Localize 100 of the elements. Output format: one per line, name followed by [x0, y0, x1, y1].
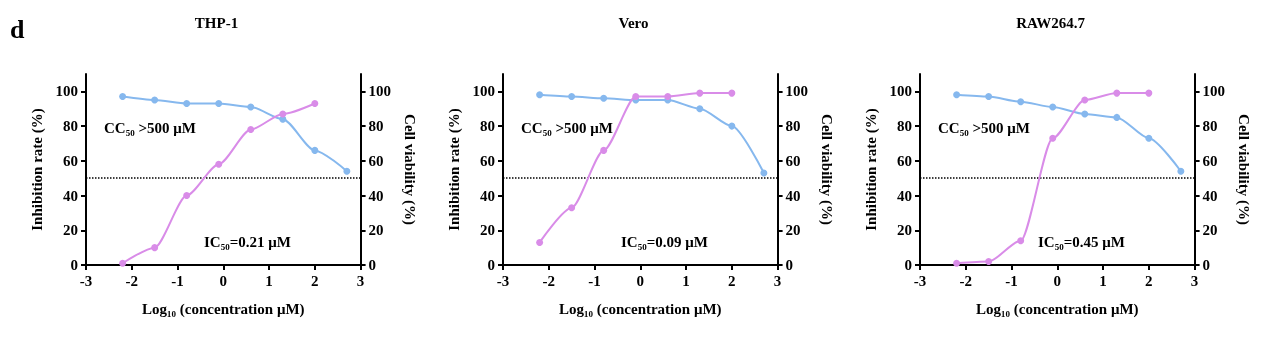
x-tick-label: -1	[588, 272, 601, 289]
point	[1049, 103, 1057, 111]
y-tick-label: 80	[897, 118, 912, 135]
x-tick-label: -3	[79, 272, 93, 289]
y2-tick-label: 60	[1202, 152, 1218, 169]
point	[247, 103, 255, 111]
point	[311, 100, 319, 108]
point	[568, 204, 576, 212]
x-axis-title: Log₁₀ (concentration μM)	[559, 300, 722, 318]
y-tick-label: 20	[897, 222, 912, 239]
y2-tick-label: 60	[785, 152, 801, 169]
point	[215, 160, 223, 168]
x-tick-label: -2	[125, 272, 139, 289]
point	[953, 91, 961, 99]
y2-tick-label: 100	[368, 83, 392, 100]
x-tick-label: -1	[171, 272, 184, 289]
point	[696, 105, 704, 113]
x-tick-label: 3	[1190, 272, 1199, 289]
x-tick-label: -1	[1005, 272, 1018, 289]
chart-title: RAW264.7	[1016, 14, 1086, 31]
point	[151, 96, 159, 104]
y-tick-label: 20	[63, 222, 78, 239]
x-tick-label: 2	[728, 272, 736, 289]
y-tick-label: 40	[63, 187, 78, 204]
chart-title: Vero	[618, 14, 649, 31]
point	[728, 122, 736, 130]
point	[279, 110, 287, 118]
annotation: CC₅₀ >500 μM	[521, 119, 613, 136]
annotation: CC₅₀ >500 μM	[938, 119, 1030, 136]
annotation: IC₅₀=0.45 μM	[1038, 233, 1125, 250]
y2-tick-label: 0	[368, 257, 377, 273]
point	[953, 259, 961, 267]
point	[1177, 167, 1185, 175]
y2-tick-label: 40	[785, 187, 801, 204]
x-tick-label: -3	[496, 272, 510, 289]
point	[183, 100, 191, 108]
y-tick-label: 40	[480, 187, 495, 204]
y-tick-label: 80	[63, 118, 78, 135]
point	[247, 126, 255, 134]
point	[600, 146, 608, 154]
y-tick-label: 0	[904, 257, 912, 273]
y2-tick-label: 40	[368, 187, 384, 204]
y-tick-label: 60	[480, 152, 495, 169]
y2-tick-label: 20	[785, 222, 801, 239]
y2-tick-label: 0	[1202, 257, 1211, 273]
x-tick-label: 1	[1099, 272, 1107, 289]
point	[1049, 134, 1057, 142]
point	[760, 169, 768, 177]
annotation: IC₅₀=0.21 μM	[204, 233, 291, 250]
y-tick-label: 60	[897, 152, 912, 169]
text: d	[10, 14, 25, 44]
y2-tick-label: 100	[1202, 83, 1226, 100]
x-axis-title: Log₁₀ (concentration μM)	[976, 300, 1139, 318]
point	[1017, 98, 1025, 106]
y-tick-label: 40	[897, 187, 912, 204]
y2-tick-label: 40	[1202, 187, 1218, 204]
y-tick-label: 60	[63, 152, 78, 169]
x-tick-label: 2	[1145, 272, 1153, 289]
point	[696, 89, 704, 97]
x-tick-label: 1	[682, 272, 690, 289]
y-axis-title: Inhibition rate (%)	[863, 108, 881, 231]
y-axis-title: Inhibition rate (%)	[446, 108, 464, 231]
chart-title: THP-1	[194, 14, 239, 31]
point	[215, 100, 223, 108]
x-tick-label: -2	[959, 272, 973, 289]
point	[1113, 113, 1121, 121]
annotation: IC₅₀=0.09 μM	[621, 233, 708, 250]
y-tick-label: 100	[472, 83, 495, 100]
y-tick-label: 0	[70, 257, 78, 273]
x-tick-label: 0	[1053, 272, 1062, 289]
x-axis-title: Log₁₀ (concentration μM)	[142, 300, 305, 318]
y2-tick-label: 80	[368, 118, 384, 135]
y2-tick-label: 80	[785, 118, 801, 135]
point	[119, 259, 127, 267]
point	[1017, 237, 1025, 245]
y2-tick-label: 100	[785, 83, 809, 100]
y2-tick-label: 20	[368, 222, 384, 239]
y2-tick-label: 60	[368, 152, 384, 169]
x-tick-label: 3	[356, 272, 365, 289]
point	[119, 93, 127, 101]
y2-tick-label: 20	[1202, 222, 1218, 239]
point	[985, 93, 993, 101]
point	[311, 146, 319, 154]
point	[1145, 89, 1153, 97]
y-tick-label: 0	[487, 257, 495, 273]
annotation: CC₅₀ >500 μM	[104, 119, 196, 136]
y-tick-label: 80	[480, 118, 495, 135]
y-tick-label: 20	[480, 222, 495, 239]
x-tick-label: 2	[311, 272, 319, 289]
point	[600, 94, 608, 102]
y2-axis-title: Cell viability (%)	[400, 114, 418, 225]
point	[985, 258, 993, 266]
point	[1145, 134, 1153, 142]
x-tick-label: -3	[913, 272, 927, 289]
point	[536, 91, 544, 99]
x-tick-label: 1	[265, 272, 273, 289]
point	[568, 93, 576, 101]
point	[1081, 96, 1089, 104]
y-axis-title: Inhibition rate (%)	[29, 108, 47, 231]
y2-tick-label: 80	[1202, 118, 1218, 135]
